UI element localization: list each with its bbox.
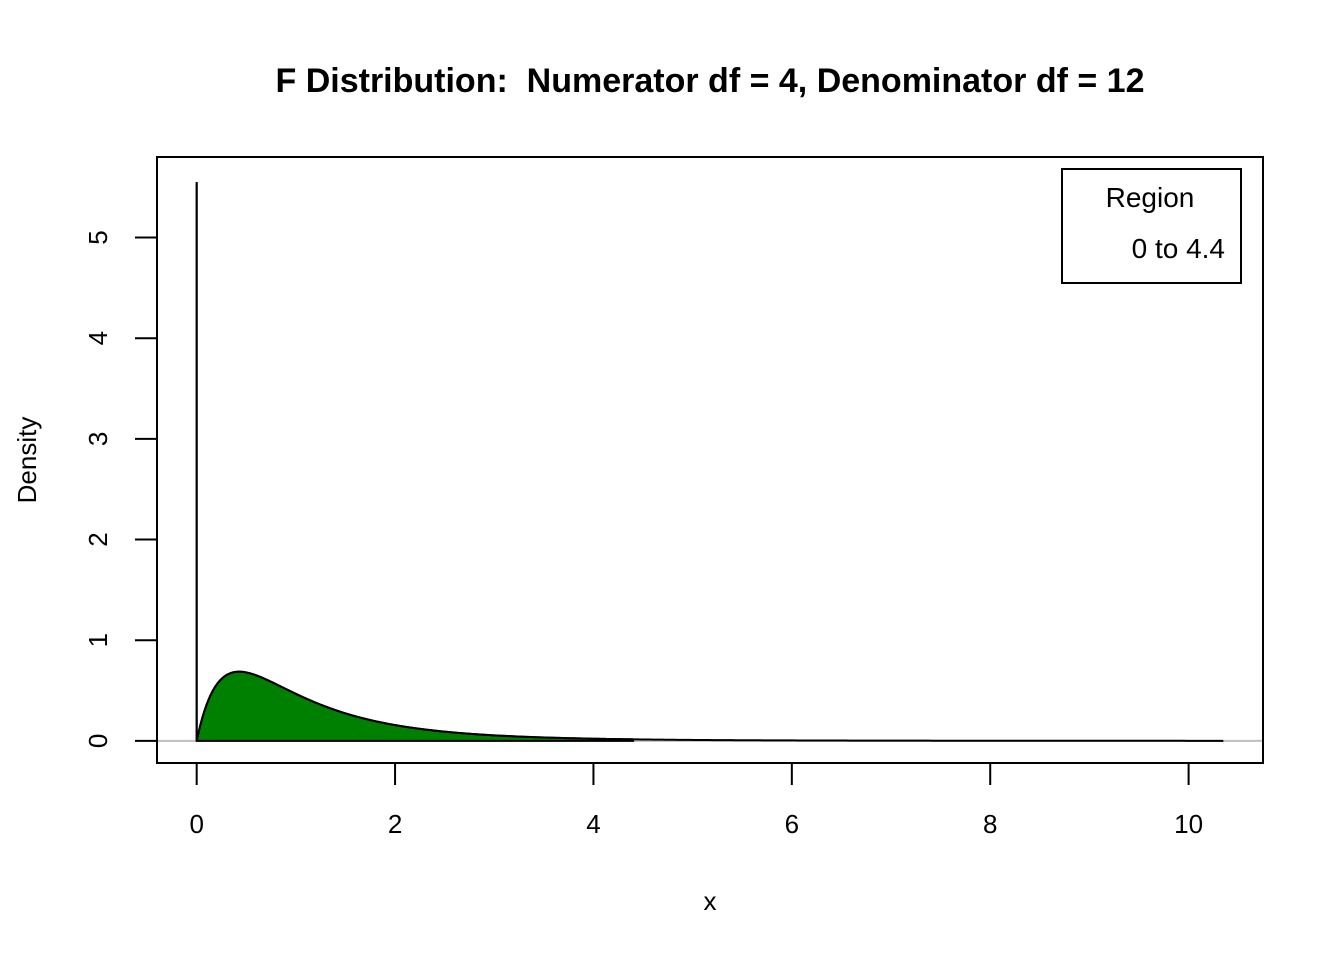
x-tick-label: 4 (586, 809, 600, 839)
y-axis-label: Density (12, 417, 42, 504)
chart-title: F Distribution: Numerator df = 4, Denomi… (276, 62, 1145, 100)
x-tick-label: 8 (983, 809, 997, 839)
y-tick-label: 2 (83, 532, 113, 546)
y-axis: 0 1 2 3 4 5 (83, 230, 158, 748)
legend: Region 0 to 4.4 (1061, 168, 1242, 284)
shaded-region (195, 182, 635, 742)
y-tick-label: 4 (83, 331, 113, 345)
x-tick-label: 0 (189, 809, 203, 839)
x-axis-label: x (704, 886, 717, 916)
y-tick-label: 1 (83, 633, 113, 647)
x-tick-label: 2 (388, 809, 402, 839)
x-tick-label: 10 (1174, 809, 1203, 839)
x-axis: 0 2 4 6 8 10 (189, 762, 1203, 839)
plot-area (157, 182, 1263, 742)
x-tick-label: 6 (785, 809, 799, 839)
density-curve (195, 182, 1224, 742)
y-tick-label: 5 (83, 230, 113, 244)
y-tick-label: 0 (83, 734, 113, 748)
y-tick-label: 3 (83, 432, 113, 446)
legend-title: Region (1106, 182, 1195, 213)
legend-entry: 0 to 4.4 (1132, 233, 1225, 264)
legend-box (1061, 168, 1242, 284)
